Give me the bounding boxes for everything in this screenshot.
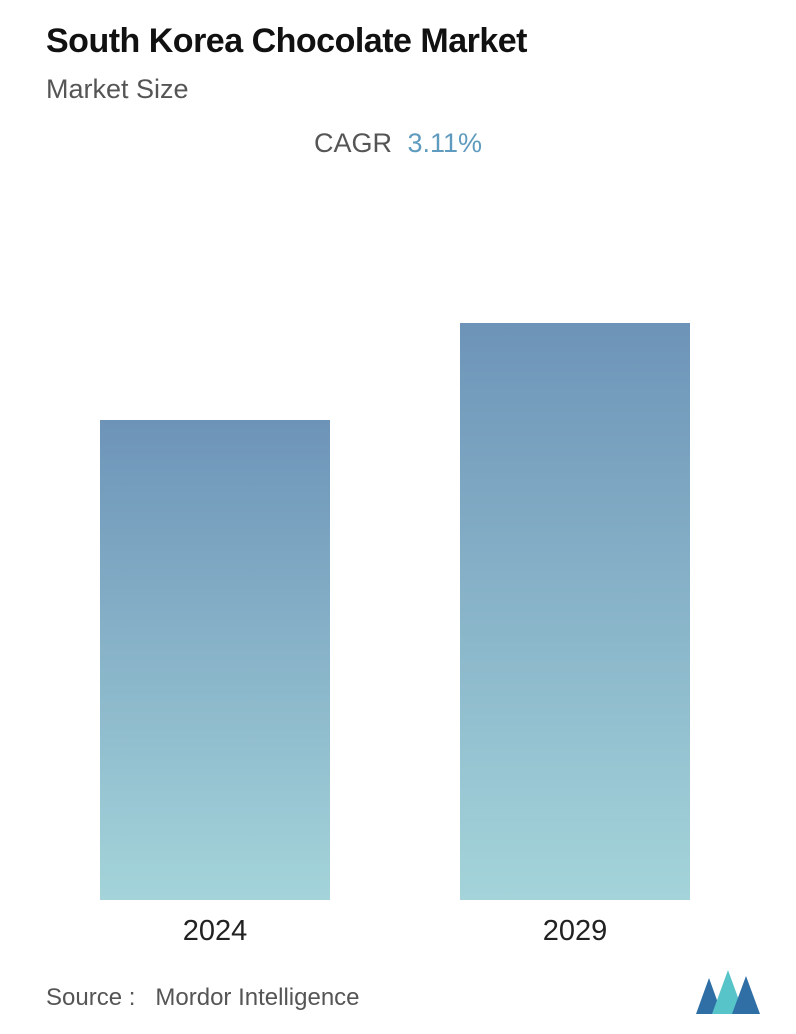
source-footer: Source : Mordor Intelligence <box>46 984 360 1012</box>
page-subtitle: Market Size <box>46 74 189 105</box>
source-name: Mordor Intelligence <box>155 984 359 1011</box>
source-prefix: Source : <box>46 984 135 1011</box>
bar-2029 <box>460 323 690 900</box>
bar-label-2024: 2024 <box>100 915 330 948</box>
bar-label-2029: 2029 <box>460 915 690 948</box>
bar-chart-svg <box>90 140 710 900</box>
mordor-logo-icon <box>696 970 760 1014</box>
page-title: South Korea Chocolate Market <box>46 22 527 61</box>
bar-2024 <box>100 420 330 900</box>
bar-chart: 2024 2029 <box>90 200 710 900</box>
